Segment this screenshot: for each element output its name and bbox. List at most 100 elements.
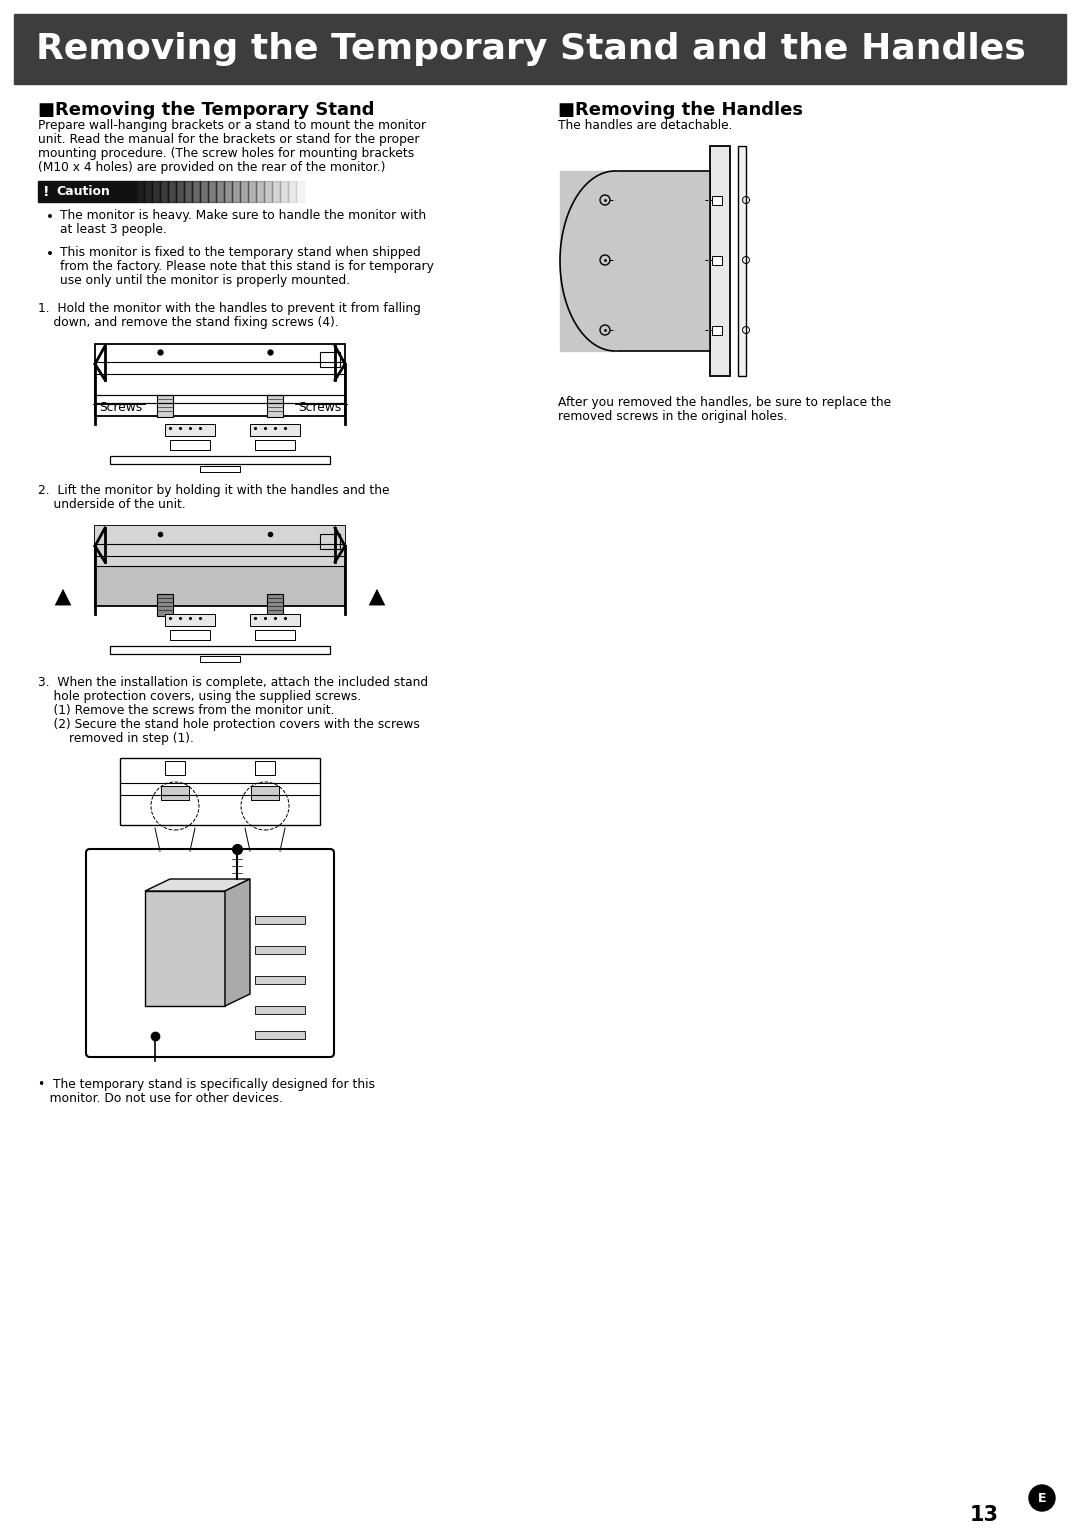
Text: ■Removing the Handles: ■Removing the Handles [558,101,804,119]
Bar [288,180,296,202]
Text: Removing the Temporary Stand and the Handles: Removing the Temporary Stand and the Han… [36,32,1026,66]
Bar [110,455,330,465]
Bar [95,526,345,565]
Polygon shape [145,879,249,891]
Bar [280,180,288,202]
Bar [360,180,368,202]
Bar [240,180,248,202]
Bar [272,180,280,202]
Bar [160,180,168,202]
Bar [255,1005,305,1015]
Bar [712,325,723,335]
Bar [392,180,400,202]
Text: at least 3 people.: at least 3 people. [60,223,166,235]
Bar [184,180,192,202]
Bar [255,976,305,984]
Bar [224,180,232,202]
Bar [129,180,136,202]
Text: monitor. Do not use for other devices.: monitor. Do not use for other devices. [38,1093,283,1105]
Bar [264,180,272,202]
Bar [712,196,723,205]
Text: (2) Secure the stand hole protection covers with the screws: (2) Secure the stand hole protection cov… [38,718,420,730]
Bar [345,180,352,202]
Bar [232,180,240,202]
Bar [157,594,173,616]
Text: 3.  When the installation is complete, attach the included stand: 3. When the installation is complete, at… [38,675,428,689]
Bar [152,180,160,202]
Bar [95,526,345,607]
Bar [255,915,305,924]
Bar [168,180,176,202]
Bar [200,656,240,662]
Bar [255,1031,305,1039]
Text: The handles are detachable.: The handles are detachable. [558,119,732,131]
Bar [110,646,330,654]
Bar [255,630,295,640]
Text: Prepare wall-hanging brackets or a stand to mount the monitor: Prepare wall-hanging brackets or a stand… [38,119,427,131]
Bar [384,180,392,202]
Bar [170,630,210,640]
Text: mounting procedure. (The screw holes for mounting brackets: mounting procedure. (The screw holes for… [38,147,415,160]
Bar [249,423,300,435]
Text: removed screws in the original holes.: removed screws in the original holes. [558,410,787,423]
Bar [320,180,328,202]
Bar [255,761,275,775]
Bar [710,147,730,376]
Text: underside of the unit.: underside of the unit. [38,498,186,510]
Bar [255,946,305,953]
Bar [165,761,185,775]
Bar [738,147,746,376]
Text: (1) Remove the screws from the monitor unit.: (1) Remove the screws from the monitor u… [38,704,335,717]
Bar [712,257,723,264]
Bar [303,180,312,202]
Text: After you removed the handles, be sure to replace the: After you removed the handles, be sure t… [558,396,891,410]
Bar [251,785,279,801]
Bar [192,180,200,202]
Polygon shape [615,171,710,351]
Bar [256,180,264,202]
Circle shape [1029,1485,1055,1511]
Text: The monitor is heavy. Make sure to handle the monitor with: The monitor is heavy. Make sure to handl… [60,209,427,222]
Bar [336,180,345,202]
Text: ■Removing the Temporary Stand: ■Removing the Temporary Stand [38,101,375,119]
Bar [144,180,152,202]
Bar [14,14,1066,84]
Bar [165,423,215,435]
Text: unit. Read the manual for the brackets or stand for the proper: unit. Read the manual for the brackets o… [38,133,419,147]
Text: 1.  Hold the monitor with the handles to prevent it from falling: 1. Hold the monitor with the handles to … [38,303,421,315]
Bar [136,180,144,202]
Bar [145,891,225,1005]
Text: •: • [46,248,54,261]
Bar [216,180,224,202]
Bar [161,785,189,801]
Bar [248,180,256,202]
Bar [312,180,320,202]
Text: Screws: Screws [98,400,141,414]
Bar [165,614,215,626]
Bar [249,614,300,626]
Bar [328,180,336,202]
Bar [267,594,283,616]
Text: 2.  Lift the monitor by holding it with the handles and the: 2. Lift the monitor by holding it with t… [38,484,390,497]
Bar [170,440,210,451]
Bar [320,351,340,367]
Text: removed in step (1).: removed in step (1). [38,732,194,746]
Bar [368,180,376,202]
Bar [200,180,208,202]
Bar [352,180,360,202]
Text: Screws: Screws [298,400,341,414]
Text: down, and remove the stand fixing screws (4).: down, and remove the stand fixing screws… [38,316,339,329]
Bar [320,533,340,549]
Polygon shape [225,879,249,1005]
Bar [376,180,384,202]
Bar [157,396,173,417]
Text: hole protection covers, using the supplied screws.: hole protection covers, using the suppli… [38,691,361,703]
Text: E: E [1038,1491,1047,1505]
Text: !: ! [43,185,50,199]
Text: use only until the monitor is properly mounted.: use only until the monitor is properly m… [60,274,350,287]
Bar [200,466,240,472]
Bar [296,180,303,202]
Bar [255,440,295,451]
Bar [400,180,408,202]
Text: This monitor is fixed to the temporary stand when shipped: This monitor is fixed to the temporary s… [60,246,421,260]
